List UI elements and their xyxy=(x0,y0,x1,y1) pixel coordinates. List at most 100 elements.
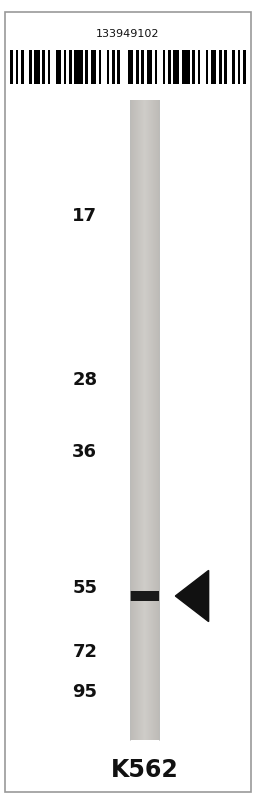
Bar xyxy=(150,100,151,740)
Bar xyxy=(206,50,208,84)
Bar xyxy=(143,100,144,740)
Bar xyxy=(143,100,144,740)
Bar xyxy=(16,50,18,84)
Bar xyxy=(42,50,45,84)
Bar xyxy=(21,50,24,84)
Bar xyxy=(155,50,157,84)
Bar xyxy=(146,100,147,740)
Bar xyxy=(151,100,152,740)
Bar xyxy=(132,100,133,740)
Bar xyxy=(139,100,140,740)
Bar xyxy=(147,50,152,84)
Bar xyxy=(156,100,157,740)
Bar xyxy=(150,100,151,740)
Bar xyxy=(158,100,159,740)
Bar xyxy=(131,100,132,740)
Bar xyxy=(138,100,139,740)
Bar xyxy=(10,50,13,84)
Bar xyxy=(132,100,133,740)
Bar xyxy=(134,100,135,740)
Bar xyxy=(134,100,135,740)
Bar xyxy=(128,50,133,84)
Bar xyxy=(152,100,153,740)
Bar xyxy=(99,50,101,84)
Bar xyxy=(159,100,160,740)
Bar xyxy=(106,50,109,84)
Bar xyxy=(135,100,136,740)
Bar xyxy=(91,50,96,84)
Bar xyxy=(137,100,138,740)
Bar xyxy=(198,50,200,84)
Bar xyxy=(152,100,153,740)
Bar xyxy=(137,100,138,740)
Text: 28: 28 xyxy=(72,371,97,389)
Bar xyxy=(149,100,150,740)
Bar xyxy=(168,50,171,84)
Text: 36: 36 xyxy=(72,443,97,461)
Bar xyxy=(141,100,142,740)
Bar xyxy=(64,50,67,84)
Bar xyxy=(144,100,145,740)
Text: K562: K562 xyxy=(111,758,178,782)
Bar xyxy=(133,100,134,740)
Bar xyxy=(131,100,132,740)
Bar xyxy=(140,100,141,740)
Bar xyxy=(138,100,139,740)
Text: 133949102: 133949102 xyxy=(96,29,160,38)
Bar xyxy=(156,100,157,740)
Bar xyxy=(141,50,144,84)
Bar xyxy=(238,50,240,84)
Bar xyxy=(158,100,159,740)
Bar xyxy=(153,100,154,740)
Bar xyxy=(130,100,131,740)
Bar xyxy=(48,50,50,84)
Bar xyxy=(163,50,165,84)
Bar xyxy=(153,100,154,740)
Text: 55: 55 xyxy=(72,579,97,597)
Bar xyxy=(136,50,139,84)
Bar xyxy=(69,50,72,84)
Bar xyxy=(145,100,146,740)
Bar xyxy=(34,50,40,84)
Bar xyxy=(232,50,235,84)
Bar xyxy=(148,100,149,740)
Bar xyxy=(85,50,88,84)
Bar xyxy=(144,100,145,740)
Text: 72: 72 xyxy=(72,643,97,661)
Bar xyxy=(139,100,140,740)
Bar xyxy=(135,100,136,740)
Bar xyxy=(147,100,148,740)
Bar xyxy=(117,50,120,84)
Bar xyxy=(154,100,155,740)
Bar xyxy=(29,50,32,84)
Bar xyxy=(147,100,148,740)
Bar xyxy=(219,50,222,84)
Bar xyxy=(56,50,61,84)
Bar xyxy=(136,100,137,740)
Bar xyxy=(154,100,155,740)
Bar xyxy=(149,100,150,740)
Bar xyxy=(142,100,143,740)
Bar xyxy=(140,100,141,740)
Bar xyxy=(130,100,131,740)
Bar xyxy=(145,100,146,740)
Bar xyxy=(211,50,216,84)
Bar xyxy=(192,50,195,84)
Bar xyxy=(155,100,156,740)
Bar xyxy=(157,100,158,740)
Bar xyxy=(141,100,142,740)
Bar xyxy=(136,100,137,740)
Bar xyxy=(130,591,159,601)
Bar xyxy=(224,50,227,84)
Text: 95: 95 xyxy=(72,683,97,701)
Bar xyxy=(151,100,152,740)
Bar xyxy=(243,50,246,84)
Bar xyxy=(142,100,143,740)
Bar xyxy=(133,100,134,740)
Bar xyxy=(148,100,149,740)
Bar xyxy=(174,50,179,84)
Bar xyxy=(182,50,189,84)
Text: 17: 17 xyxy=(72,207,97,225)
Bar xyxy=(74,50,82,84)
Polygon shape xyxy=(175,570,209,622)
